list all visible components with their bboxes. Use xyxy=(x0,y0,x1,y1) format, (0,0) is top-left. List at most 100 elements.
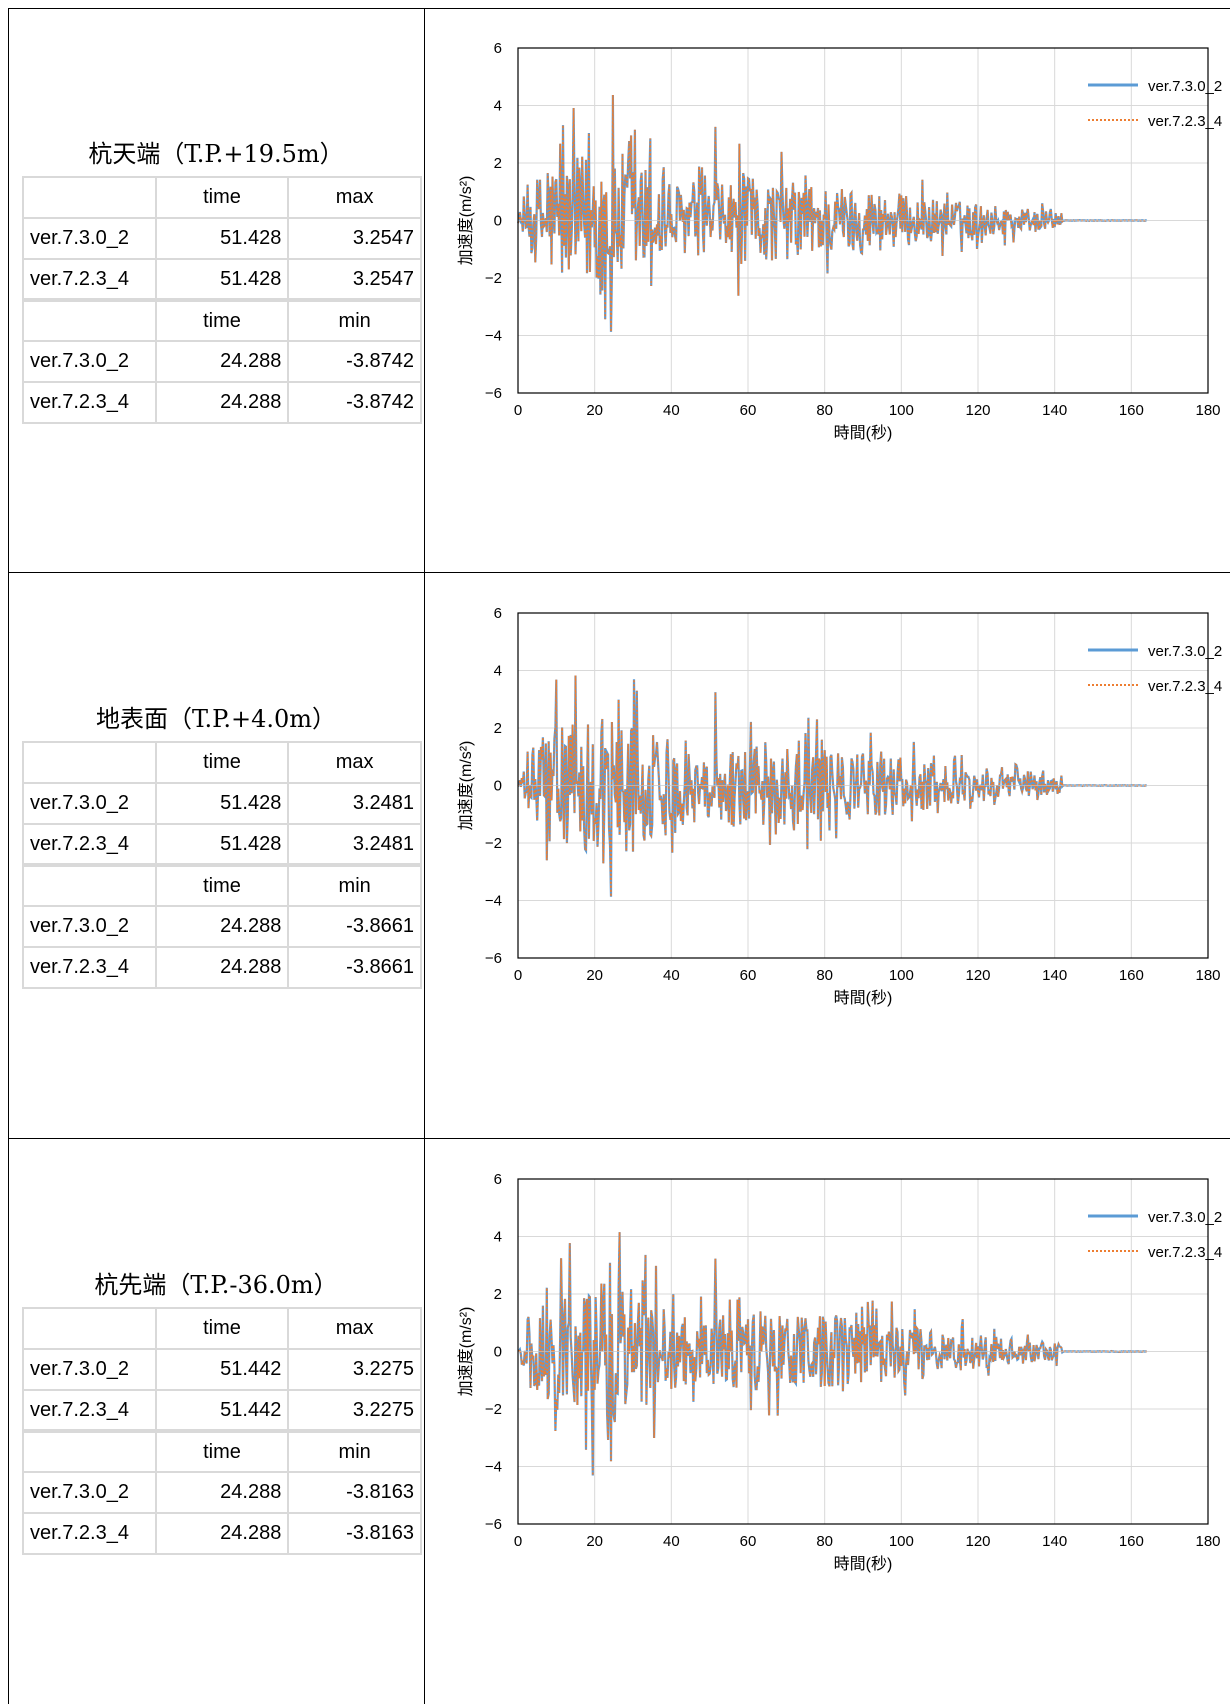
x-tick-label: 120 xyxy=(965,402,990,419)
chart-svg: 0 20 40 60 80 100 120 140 160 1806420−2−4−6時間(秒)加… xyxy=(457,605,1222,1007)
table-row: ver.7.3.0_2 24.288 -3.8661 xyxy=(22,905,422,948)
version-cell: ver.7.3.0_2 xyxy=(22,217,157,260)
y-tick-label: −2 xyxy=(485,1401,502,1418)
version-cell: ver.7.2.3_4 xyxy=(22,823,157,866)
x-tick-label: 0 xyxy=(514,402,522,419)
value-cell: 51.428 xyxy=(154,782,290,825)
acceleration-chart: 0 20 40 60 80 100 120 140 160 180 6 4 2 0 −2 −4 −6 時間(秒) 加… xyxy=(438,1139,1228,1704)
panel-row: 地表面（T.P.+4.0m） time max ver.7.3.0_2 51.428 3.… xyxy=(8,573,1230,1137)
value-cell: 24.288 xyxy=(154,340,290,383)
layout-frame xyxy=(8,8,1230,1704)
value-cell: 3.2547 xyxy=(287,258,422,301)
chart-svg: 0 20 40 60 80 100 120 140 160 1806420−2−4−6時間(秒)加… xyxy=(457,1171,1222,1573)
header-cell xyxy=(22,741,157,784)
y-tick-label: −4 xyxy=(485,893,502,910)
value-cell: 51.428 xyxy=(154,217,290,260)
table-row: ver.7.3.0_2 51.442 3.2275 xyxy=(22,1348,422,1391)
table-row: ver.7.3.0_2 51.428 3.2547 xyxy=(22,217,422,260)
x-tick-label: 100 xyxy=(889,402,914,419)
x-tick-label: 120 xyxy=(965,967,990,984)
x-tick-label: 80 xyxy=(816,1533,833,1550)
peak-table: time max ver.7.3.0_2 51.428 3.2481 ver.7.2.3_… xyxy=(22,741,422,989)
header-cell: min xyxy=(287,863,422,907)
value-cell: 3.2275 xyxy=(287,1348,422,1391)
x-tick-label: 180 xyxy=(1195,967,1220,984)
table-header-row: time max xyxy=(22,741,422,784)
value-cell: 51.442 xyxy=(154,1389,290,1432)
series-line-ver723 xyxy=(517,1232,1147,1476)
value-cell: 24.288 xyxy=(154,1471,290,1514)
x-tick-label: 180 xyxy=(1195,402,1220,419)
x-axis-label: 時間(秒) xyxy=(834,989,893,1007)
x-tick-label: 140 xyxy=(1042,402,1067,419)
x-tick-label: 60 xyxy=(740,967,757,984)
value-cell: 3.2275 xyxy=(287,1389,422,1432)
header-cell: max xyxy=(287,176,422,219)
y-tick-label: 0 xyxy=(494,1344,502,1361)
peak-table: time max ver.7.3.0_2 51.442 3.2275 ver.7.2.3_… xyxy=(22,1307,422,1555)
header-cell xyxy=(22,176,157,219)
series-line-ver723 xyxy=(517,675,1147,897)
x-tick-label: 40 xyxy=(663,402,680,419)
x-axis-label: 時間(秒) xyxy=(834,424,893,442)
version-cell: ver.7.2.3_4 xyxy=(22,946,157,989)
version-cell: ver.7.2.3_4 xyxy=(22,381,157,424)
y-tick-label: −2 xyxy=(485,835,502,852)
header-cell xyxy=(22,298,157,342)
table-row: ver.7.2.3_4 51.442 3.2275 xyxy=(22,1389,422,1432)
table-row: ver.7.2.3_4 24.288 -3.8742 xyxy=(22,381,422,424)
table-row: ver.7.3.0_2 51.428 3.2481 xyxy=(22,782,422,825)
legend-label: ver.7.2.3_4 xyxy=(1148,1244,1222,1261)
table-row: ver.7.2.3_4 51.428 3.2547 xyxy=(22,258,422,301)
header-cell: max xyxy=(287,741,422,784)
y-tick-label: −6 xyxy=(485,950,502,967)
x-tick-label: 140 xyxy=(1042,1533,1067,1550)
y-tick-label: −6 xyxy=(485,1516,502,1533)
y-tick-label: 2 xyxy=(494,155,502,172)
header-cell xyxy=(22,863,157,907)
legend-label: ver.7.3.0_2 xyxy=(1148,643,1222,660)
x-tick-label: 100 xyxy=(889,967,914,984)
header-cell: time xyxy=(154,176,290,219)
value-cell: 24.288 xyxy=(154,1512,290,1555)
value-cell: -3.8661 xyxy=(287,946,422,989)
panel-title: 杭天端（T.P.+19.5m） xyxy=(88,140,344,168)
table-row: ver.7.3.0_2 24.288 -3.8163 xyxy=(22,1471,422,1514)
y-tick-label: 6 xyxy=(494,40,502,57)
header-cell: time xyxy=(154,1307,290,1350)
legend-label: ver.7.3.0_2 xyxy=(1148,1209,1222,1226)
table-row: ver.7.2.3_4 24.288 -3.8661 xyxy=(22,946,422,989)
x-tick-label: 0 xyxy=(514,967,522,984)
series-group xyxy=(516,94,1148,332)
x-tick-label: 20 xyxy=(586,967,603,984)
x-tick-label: 160 xyxy=(1119,402,1144,419)
version-cell: ver.7.2.3_4 xyxy=(22,1512,157,1555)
version-cell: ver.7.2.3_4 xyxy=(22,1389,157,1432)
header-cell: max xyxy=(287,1307,422,1350)
y-axis-label: 加速度(m/s²) xyxy=(457,741,475,831)
x-tick-label: 60 xyxy=(740,402,757,419)
table-row: ver.7.2.3_4 51.428 3.2481 xyxy=(22,823,422,866)
legend: ver.7.3.0_2 ver.7.2.3_4 xyxy=(1088,1209,1222,1261)
version-cell: ver.7.3.0_2 xyxy=(22,1348,157,1391)
row-divider xyxy=(8,572,1230,573)
y-tick-label: 2 xyxy=(494,1286,502,1303)
value-cell: 3.2547 xyxy=(287,217,422,260)
y-tick-label: 0 xyxy=(494,778,502,795)
series-line-ver723 xyxy=(517,94,1147,332)
x-tick-label: 60 xyxy=(740,1533,757,1550)
table-header-row: time max xyxy=(22,176,422,219)
header-cell: time xyxy=(154,741,290,784)
x-tick-label: 40 xyxy=(663,967,680,984)
x-tick-label: 20 xyxy=(586,402,603,419)
y-tick-label: 2 xyxy=(494,720,502,737)
y-tick-label: 6 xyxy=(494,1171,502,1188)
acceleration-chart: 0 20 40 60 80 100 120 140 160 180 6 4 2 0 −2 −4 −6 時間(秒) 加… xyxy=(438,573,1228,1138)
acceleration-chart: 0 20 40 60 80 100 120 140 160 180 6 4 2 0 −2 −4 −6 時間(秒) 加… xyxy=(438,8,1228,573)
x-tick-label: 140 xyxy=(1042,967,1067,984)
y-axis-label: 加速度(m/s²) xyxy=(457,1307,475,1397)
plot-area xyxy=(517,612,1209,959)
table-header-row: time min xyxy=(22,1429,422,1473)
y-tick-label: −4 xyxy=(485,1459,502,1476)
table-header-row: time min xyxy=(22,863,422,907)
